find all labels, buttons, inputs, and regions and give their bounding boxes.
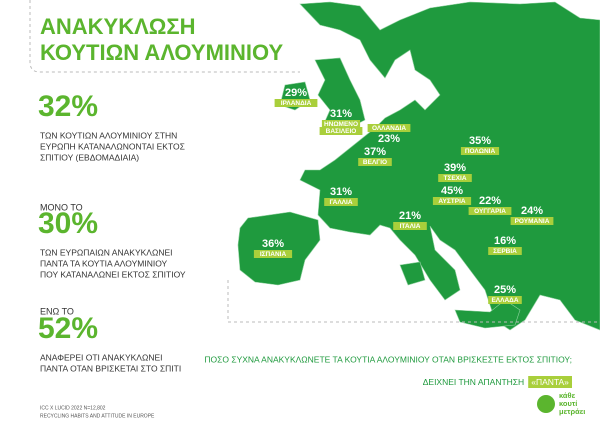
stat-text: ΠΑΝΤΑ ΤΑ ΚΟΥΤΙΑ ΑΛΟΥΜΙΝΙΟΥ (40, 258, 168, 268)
country-label-bg (253, 250, 293, 258)
country-label-bg (438, 174, 472, 182)
country-label-bg (468, 207, 512, 215)
country-label-bg (432, 197, 472, 205)
country-label-bg (488, 247, 522, 255)
title: ΑΝΑΚΥΚΛΩΣΗ (40, 14, 196, 39)
map (237, 1, 600, 331)
country-name: ΠΟΛΩΝΙΑ (465, 148, 496, 155)
logo-text: κουτί (559, 399, 577, 408)
frame (227, 280, 600, 323)
country-name: ΙΣΠΑΝΙΑ (260, 251, 287, 258)
country-label-bg (319, 127, 363, 135)
country-name: ΟΛΛΑΝΔΙΑ (372, 125, 406, 132)
country-value: 39% (444, 162, 466, 174)
country-name: ΒΕΛΓΙΟ (363, 159, 387, 166)
country-value: 23% (378, 133, 400, 145)
stat-value: 30% (38, 207, 98, 240)
country-name: ΒΑΣΙΛΕΙΟ (326, 128, 357, 135)
source: ICC X LUCID 2022 N=12,802 (40, 405, 106, 411)
country-name: ΙΤΑΛΙΑ (400, 223, 421, 230)
country-label-bg (460, 147, 500, 155)
country-value: 35% (469, 135, 491, 147)
stat-value: 32% (38, 90, 98, 123)
stat-value: 52% (38, 312, 98, 345)
country-name: ΗΝΩΜΕΝΟ (324, 121, 358, 128)
question: ΠΟΣΟ ΣΥΧΝΑ ΑΝΑΚΥΚΛΩΝΕΤΕ ΤΑ ΚΟΥΤΙΑ ΑΛΟΥΜΙ… (204, 354, 572, 364)
logo-text: μετράει (559, 407, 585, 416)
country-label-bg (321, 120, 361, 128)
stat-text: ΤΩΝ ΚΟΥΤΙΩΝ ΑΛΟΥΜΙΝΙΟΥ ΣΤΗΝ (40, 130, 177, 140)
country-name: ΕΛΛΑΔΑ (491, 297, 518, 304)
country-value: 29% (285, 87, 307, 99)
stat-intro: ΜΟΝΟ ΤΟ (40, 202, 83, 212)
answer-highlight: «ΠΑΝΤΑ» (531, 377, 569, 387)
country-label-bg (358, 158, 392, 166)
country-value: 24% (521, 205, 543, 217)
source: RECYCLING HABITS AND ATTITUDE IN EUROPE (40, 413, 155, 419)
country-label-bg (367, 124, 411, 132)
country-name: ΓΑΛΛΙΑ (329, 199, 352, 206)
country-label-bg (488, 296, 522, 304)
stat-text: ΑΝΑΦΕΡΕΙ ΟΤΙ ΑΝΑΚΥΚΛΩΝΕΙ (40, 352, 163, 362)
stat-intro: ΕΝΩ ΤΟ (40, 306, 74, 316)
country-label-bg (274, 99, 318, 107)
stat-text: ΠΟΥ ΚΑΤΑΝΑΛΩΝΕΙ ΕΚΤΟΣ ΣΠΙΤΙΟΥ (40, 269, 186, 279)
country-value: 16% (494, 235, 516, 247)
stat-text: ΠΑΝΤΑ ΟΤΑΝ ΒΡΙΣΚΕΤΑΙ ΣΤΟ ΣΠΙΤΙ (40, 363, 181, 373)
country-value: 45% (441, 185, 463, 197)
frame (29, 0, 300, 73)
highlight-bg (528, 376, 572, 388)
logo-text: κάθε (559, 391, 576, 400)
country-name: ΣΕΡΒΙΑ (493, 248, 517, 255)
country-label-bg (393, 222, 427, 230)
country-label-bg (324, 198, 358, 206)
country-value: 21% (399, 210, 421, 222)
country-value: 36% (262, 238, 284, 250)
country-value: 25% (494, 284, 516, 296)
stat-text: ΣΠΙΤΙΟΥ (ΕΒΔΟΜΑΔΙΑΙΑ) (40, 152, 139, 162)
answer: ΔΕΙΧΝΕΙ ΤΗΝ ΑΠΑΝΤΗΣΗ (423, 377, 524, 387)
logo-icon (537, 395, 555, 413)
country-name: ΡΟΥΜΑΝΙΑ (515, 218, 550, 225)
country-label-bg (510, 217, 554, 225)
stat-text: ΕΥΡΩΠΗ ΚΑΤΑΝΑΛΩΝΟΝΤΑΙ ΕΚΤΟΣ (40, 141, 185, 151)
country-name: ΟΥΓΓΑΡΙΑ (474, 208, 506, 215)
country-name: ΤΣΕΧΙΑ (443, 175, 466, 182)
title: ΚΟΥΤΙΩΝ ΑΛΟΥΜΙΝΙΟΥ (40, 40, 284, 65)
country-name: ΙΡΛΑΝΔΙΑ (281, 100, 312, 107)
stat-text: ΤΩΝ ΕΥΡΩΠΑΙΩΝ ΑΝΑΚΥΚΛΩΝΕΙ (40, 247, 173, 257)
country-value: 31% (330, 186, 352, 198)
country-value: 37% (364, 146, 386, 158)
country-value: 22% (479, 195, 501, 207)
country-name: ΑΥΣΤΡΙΑ (438, 198, 465, 205)
country-value: 31% (330, 108, 352, 120)
